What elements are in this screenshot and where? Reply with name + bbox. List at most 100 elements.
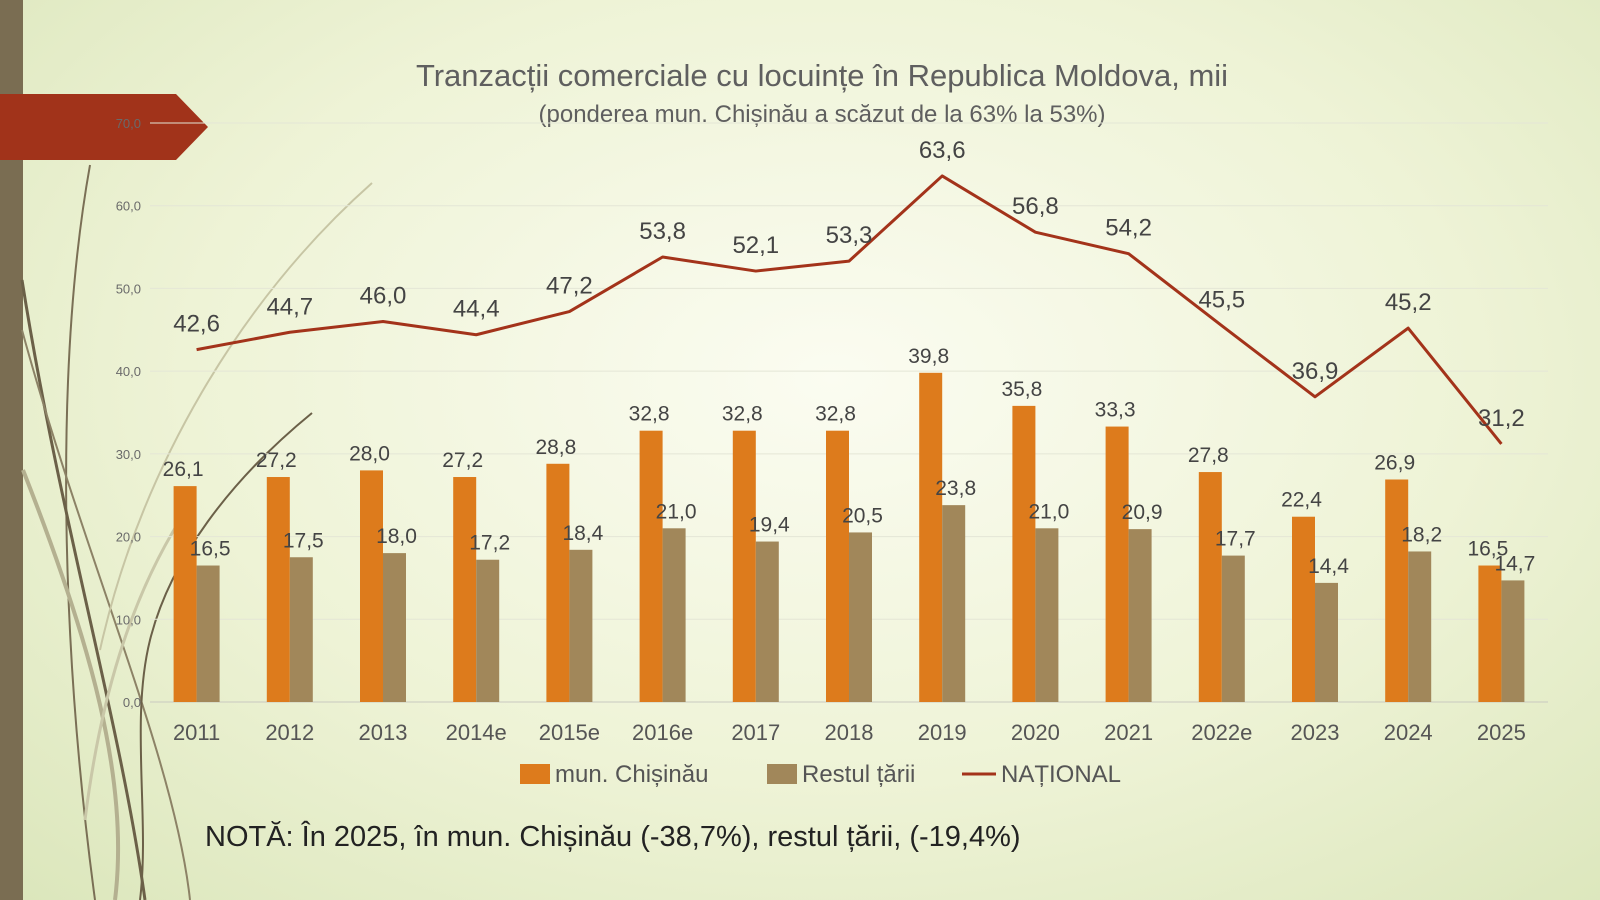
data-label-national: 45,5 xyxy=(1198,287,1245,314)
x-tick-label: 2017 xyxy=(731,720,780,745)
x-tick-label: 2023 xyxy=(1291,720,1340,745)
y-tick-label: 50,0 xyxy=(116,281,141,296)
data-label-national: 31,2 xyxy=(1478,405,1525,432)
data-label-rest: 14,4 xyxy=(1308,555,1349,578)
data-label-national: 36,9 xyxy=(1292,358,1339,385)
decorative-curve xyxy=(139,412,313,900)
y-tick-label: 0,0 xyxy=(123,695,141,710)
bar-chisinau xyxy=(1292,516,1315,702)
data-label-national: 45,2 xyxy=(1385,289,1432,316)
decorative-curve xyxy=(21,469,121,900)
data-label-chisinau: 16,5 xyxy=(1467,538,1508,561)
data-label-chisinau: 26,1 xyxy=(163,458,204,481)
bar-chisinau xyxy=(919,372,943,702)
data-label-chisinau: 35,8 xyxy=(1001,378,1042,401)
bar-chisinau xyxy=(639,430,663,702)
chart-subtitle: (ponderea mun. Chișinău a scăzut de la 6… xyxy=(539,101,1106,128)
bar-rest xyxy=(1501,580,1525,702)
left-stripe xyxy=(0,0,23,900)
data-label-chisinau: 39,8 xyxy=(908,345,949,368)
data-label-national: 52,1 xyxy=(732,232,779,259)
data-label-chisinau: 27,8 xyxy=(1188,444,1229,467)
x-tick-label: 2015e xyxy=(539,720,600,745)
bar-chisinau xyxy=(1012,405,1036,702)
x-tick-label: 2022e xyxy=(1191,720,1252,745)
legend-label-national: NAȚIONAL xyxy=(1001,761,1121,788)
x-tick-label: 2020 xyxy=(1011,720,1060,745)
data-label-chisinau: 26,9 xyxy=(1374,451,1415,474)
bar-rest xyxy=(1315,582,1338,702)
x-tick-label: 2024 xyxy=(1384,720,1433,745)
data-label-rest: 18,4 xyxy=(562,522,603,545)
bar-rest xyxy=(1035,528,1059,702)
bar-rest xyxy=(569,549,593,702)
y-tick-label: 40,0 xyxy=(116,364,141,379)
decorative-curve xyxy=(99,182,373,651)
data-label-rest: 18,2 xyxy=(1401,523,1442,546)
decorative-curve xyxy=(83,519,182,821)
bar-rest xyxy=(289,557,313,702)
data-label-rest: 21,0 xyxy=(656,500,697,523)
data-label-rest: 17,7 xyxy=(1215,528,1256,551)
bar-chisinau xyxy=(1198,472,1222,702)
data-label-national: 46,0 xyxy=(360,283,407,310)
x-tick-label: 2014e xyxy=(446,720,507,745)
legend-swatch-rest xyxy=(767,764,797,784)
data-label-chisinau: 32,8 xyxy=(722,403,763,426)
data-label-chisinau: 27,2 xyxy=(256,449,297,472)
x-tick-label: 2011 xyxy=(173,720,220,745)
data-label-rest: 21,0 xyxy=(1028,500,1069,523)
y-axis: 0,0 10,0 20,0 30,0 40,0 50,0 60,0 70,0 xyxy=(116,116,141,710)
data-label-national: 47,2 xyxy=(546,273,593,300)
bar-rest xyxy=(849,532,872,702)
decorative-curve xyxy=(20,279,147,900)
bar-rest xyxy=(1221,555,1245,702)
bar-chisinau xyxy=(826,430,849,702)
bar-chisinau xyxy=(360,470,383,702)
data-label-national: 54,2 xyxy=(1105,215,1152,242)
bar-rest xyxy=(755,541,779,702)
bar-chisinau xyxy=(173,486,197,702)
y-tick-label: 70,0 xyxy=(116,116,141,131)
bar-rest xyxy=(662,528,686,702)
bar-chisinau xyxy=(1478,565,1502,702)
data-label-national: 63,6 xyxy=(919,137,966,164)
x-tick-label: 2012 xyxy=(265,720,314,745)
data-label-rest: 16,5 xyxy=(190,538,231,561)
data-label-chisinau: 32,8 xyxy=(815,403,856,426)
legend-swatch-chisinau xyxy=(520,764,550,784)
x-tick-label: 2019 xyxy=(918,720,967,745)
x-axis: 2011 2012 2013 2014e 2015e 2016e 2017 2018 2019 2… xyxy=(173,720,1526,745)
data-label-rest: 17,5 xyxy=(283,529,324,552)
data-labels: 26,1 16,5 27,2 17,5 28,0 18,0 27,2 17,2 28,8 18,4… xyxy=(163,137,1536,578)
bar-chisinau xyxy=(732,430,756,702)
bar-chisinau xyxy=(546,463,570,702)
data-label-chisinau: 27,2 xyxy=(442,449,483,472)
decorative-background xyxy=(0,0,373,900)
decorative-curve xyxy=(21,329,191,900)
y-tick-label: 10,0 xyxy=(116,612,141,627)
national-series-line xyxy=(196,174,1503,445)
bar-rest xyxy=(476,559,500,702)
data-label-rest: 20,5 xyxy=(842,504,883,527)
data-label-national: 53,8 xyxy=(639,218,686,245)
data-label-rest: 17,2 xyxy=(469,532,510,555)
x-tick-label: 2025 xyxy=(1477,720,1526,745)
data-label-national: 56,8 xyxy=(1012,193,1059,220)
data-label-rest: 20,9 xyxy=(1122,501,1163,524)
y-tick-label: 20,0 xyxy=(116,530,141,545)
data-label-chisinau: 33,3 xyxy=(1095,399,1136,422)
data-label-rest: 18,0 xyxy=(376,525,417,548)
x-tick-label: 2021 xyxy=(1104,720,1153,745)
bar-chisinau xyxy=(1385,479,1409,702)
bar-chisinau xyxy=(453,477,477,702)
data-label-rest: 14,7 xyxy=(1494,552,1535,575)
x-tick-label: 2018 xyxy=(825,720,874,745)
bar-rest xyxy=(383,553,406,702)
bar-rest xyxy=(196,565,220,702)
data-label-national: 53,3 xyxy=(826,222,873,249)
legend: mun. Chișinău Restul țării NAȚIONAL xyxy=(520,761,1121,788)
data-label-national: 44,7 xyxy=(266,293,313,320)
data-label-national: 44,4 xyxy=(453,296,500,323)
